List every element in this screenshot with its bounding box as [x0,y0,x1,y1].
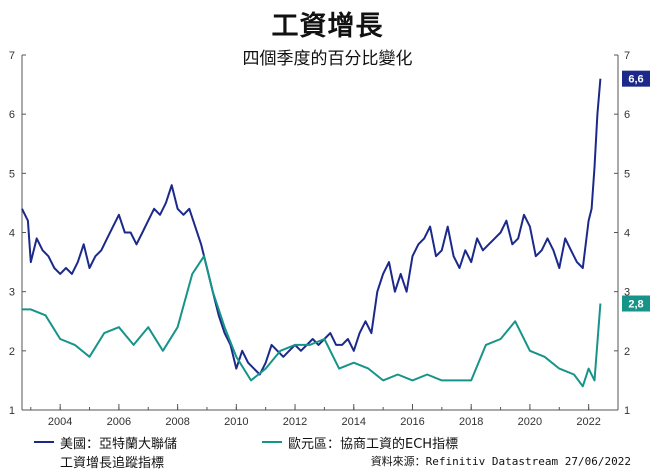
y-tick-label-right: 6 [624,109,630,121]
y-tick-label-left: 6 [9,109,15,121]
x-tick-label: 2022 [576,416,600,428]
chart-title: 工資增長 [271,11,384,42]
series-line-ez [22,255,602,388]
end-label-box-ez [622,295,650,312]
chart-subtitle: 四個季度的百分比變化 [242,49,413,69]
y-tick-label-right: 7 [624,50,630,62]
end-labels: 6,6 2,8 [622,70,650,312]
y-tick-label-left: 3 [9,287,15,299]
source-note: 資料來源：Refinitiv Datastream 27/06/2022 [370,455,631,468]
y-tick-label-right: 3 [624,287,630,299]
x-tick-label: 2012 [283,416,307,428]
end-label-us: 6,6 [628,74,643,86]
y-tick-label-left: 4 [9,228,15,240]
end-label-box-us [622,70,650,87]
x-tick-label: 2006 [107,416,131,428]
legend-label-ez: 歐元區：協商工資的ECH指標 [288,437,459,452]
chart-series [21,78,602,388]
y-tick-label-left: 5 [9,168,15,180]
y-tick-label-left: 1 [9,405,15,417]
x-tick-label: 2016 [400,416,424,428]
y-tick-label-left: 2 [9,346,15,358]
legend-label-us-line2: 工資增長追蹤指標 [60,456,165,471]
end-label-ez: 2,8 [628,299,643,311]
x-tick-label: 2014 [342,416,366,428]
legend-label-us-line1: 美國：亞特蘭大聯儲 [60,437,178,452]
x-tick-label: 2008 [165,416,189,428]
x-tick-label: 2018 [459,416,483,428]
series-line-us [21,78,602,376]
x-tick-label: 2020 [518,416,542,428]
legend-swatch-ez [262,441,282,443]
y-tick-label-left: 7 [9,50,15,62]
y-tick-label-right: 2 [624,346,630,358]
x-tick-label: 2004 [48,416,72,428]
chart-axes: 1 1 2 2 3 3 4 4 5 5 6 6 7 7 2004 2006 2008 2010 2012 2014 20… [9,50,630,428]
legend-swatch-us [34,441,54,443]
y-tick-label-right: 4 [624,228,630,240]
x-tick-label: 2010 [224,416,248,428]
y-tick-label-right: 5 [624,168,630,180]
y-tick-label-right: 1 [624,405,630,417]
